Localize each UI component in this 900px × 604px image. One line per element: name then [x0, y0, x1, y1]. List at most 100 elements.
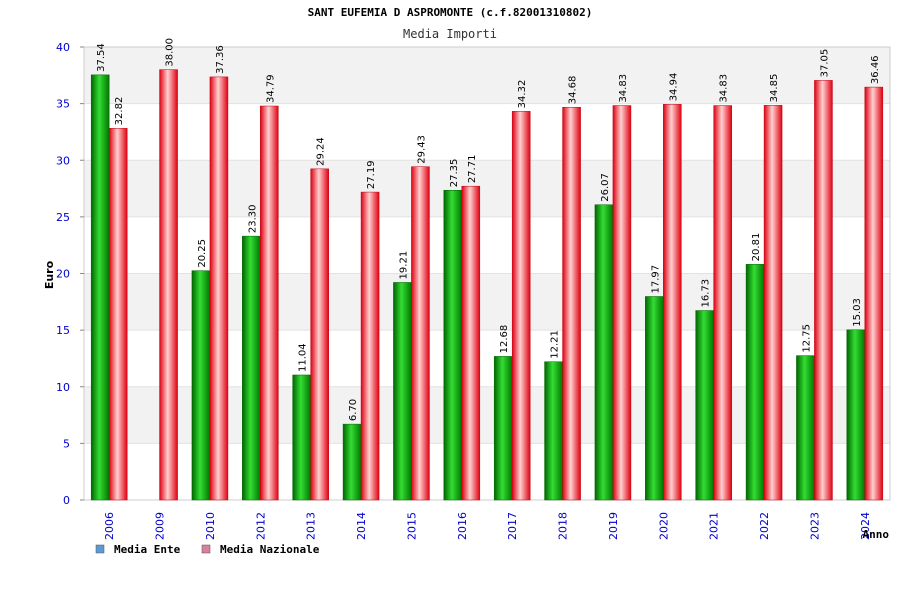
- bar-media-nazionale: [360, 191, 380, 501]
- chart-subtitle: Media Importi: [403, 27, 497, 41]
- data-label: 6.70: [348, 399, 359, 421]
- x-tick-label: 2022: [758, 512, 771, 540]
- bar-media-nazionale: [612, 105, 632, 501]
- data-label: 34.83: [719, 74, 730, 103]
- x-tick-label: 2012: [254, 512, 267, 540]
- data-label: 32.82: [114, 97, 125, 126]
- x-tick-label: 2015: [405, 512, 418, 540]
- bar-media-ente: [90, 74, 110, 501]
- bar-media-nazionale: [310, 168, 329, 501]
- x-tick-label: 2014: [355, 512, 368, 540]
- data-label: 37.05: [819, 49, 830, 78]
- data-label: 37.54: [96, 43, 107, 72]
- y-tick-label: 40: [56, 41, 70, 54]
- bar-media-ente: [745, 264, 765, 501]
- data-label: 34.79: [265, 74, 276, 103]
- data-label: 27.35: [449, 159, 460, 188]
- chart-title: SANT EUFEMIA D ASPROMONTE (c.f.820013108…: [308, 6, 593, 19]
- data-label: 12.21: [550, 330, 561, 359]
- x-tick-label: 2010: [204, 512, 217, 540]
- data-label: 38.00: [165, 38, 176, 67]
- bar-media-ente: [695, 310, 714, 501]
- bar-media-nazionale: [209, 76, 229, 501]
- legend-item-media-nazionale: Media Nazionale: [201, 543, 320, 556]
- data-label: 37.36: [215, 45, 226, 74]
- legend-swatch-media-nazionale: [201, 544, 211, 554]
- data-label: 26.07: [600, 173, 611, 202]
- x-tick-label: 2006: [103, 512, 116, 540]
- y-axis-ticks: 0 5 10 15 20 25 30 35 40: [56, 41, 84, 507]
- bars-layer: [90, 69, 884, 501]
- data-label: 27.71: [467, 155, 478, 184]
- x-tick-label: 2013: [305, 512, 318, 540]
- x-axis-label: Anno: [863, 528, 890, 541]
- data-label: 19.21: [398, 251, 409, 280]
- x-tick-label: 2021: [708, 512, 721, 540]
- y-tick-label: 25: [56, 211, 70, 224]
- x-axis-ticks: 2006 2009 2010 2012 2013 2014 2015 2016 2017 2018…: [103, 512, 872, 540]
- bar-media-nazionale: [864, 86, 884, 501]
- legend-item-media-ente: Media Ente: [95, 543, 181, 556]
- bar-media-ente: [493, 356, 513, 501]
- bar-media-nazionale: [713, 105, 732, 501]
- bar-media-ente: [242, 235, 261, 501]
- bar-media-nazionale: [763, 105, 783, 501]
- y-tick-label: 35: [56, 98, 70, 111]
- bar-media-ente: [191, 270, 211, 501]
- bar-media-nazionale: [511, 111, 531, 501]
- bar-media-ente: [443, 190, 463, 501]
- data-label: 34.32: [517, 80, 528, 109]
- bar-media-nazionale: [814, 80, 833, 501]
- bar-media-ente: [544, 361, 563, 501]
- bar-media-ente: [846, 329, 866, 501]
- data-label: 20.25: [197, 239, 208, 268]
- data-label: 34.83: [618, 74, 629, 103]
- y-tick-label: 30: [56, 154, 70, 167]
- legend-swatch-media-ente: [95, 544, 105, 554]
- y-tick-label: 5: [63, 437, 70, 450]
- y-tick-label: 0: [63, 494, 70, 507]
- data-label: 17.97: [650, 265, 661, 294]
- x-tick-label: 2017: [506, 512, 519, 540]
- bar-media-ente: [292, 374, 311, 501]
- data-label: 27.19: [366, 160, 377, 189]
- bar-media-nazionale: [461, 185, 481, 501]
- bar-media-ente: [393, 282, 412, 501]
- data-label: 12.75: [801, 324, 812, 353]
- legend-label-media-nazionale: Media Nazionale: [220, 543, 320, 556]
- data-label: 15.03: [852, 298, 863, 327]
- bar-media-nazionale: [663, 104, 682, 501]
- data-label: 29.43: [416, 135, 427, 164]
- bar-media-nazionale: [562, 106, 581, 501]
- data-label: 20.81: [751, 233, 762, 262]
- bar-media-nazionale: [411, 166, 430, 501]
- data-label: 34.94: [668, 73, 679, 102]
- data-label: 11.04: [298, 343, 309, 372]
- y-axis-label: Euro: [43, 260, 56, 289]
- x-tick-label: 2019: [607, 512, 620, 540]
- data-label: 34.68: [568, 76, 579, 105]
- bar-media-nazionale: [108, 128, 128, 501]
- bar-media-nazionale: [159, 69, 178, 501]
- x-tick-label: 2016: [456, 512, 469, 540]
- data-label: 12.68: [499, 325, 510, 354]
- x-tick-label: 2018: [557, 512, 570, 540]
- bar-media-nazionale: [260, 105, 279, 501]
- x-tick-label: 2024: [859, 512, 872, 540]
- data-label: 23.30: [247, 204, 258, 233]
- data-label: 36.46: [870, 55, 881, 84]
- x-tick-label: 2023: [808, 512, 821, 540]
- data-label: 16.73: [701, 279, 712, 308]
- bar-media-ente: [342, 423, 362, 501]
- y-tick-label: 20: [56, 268, 70, 281]
- data-label: 34.85: [769, 74, 780, 103]
- data-label: 29.24: [316, 137, 327, 166]
- legend: Media Ente Media Nazionale: [95, 543, 320, 556]
- x-tick-label: 2020: [657, 512, 670, 540]
- value-labels-layer: 37.54 32.82 38.00 20.25 37.36 23.30 34.79 11.04…: [96, 38, 881, 421]
- bar-media-ente: [645, 296, 664, 501]
- y-tick-label: 10: [56, 381, 70, 394]
- bar-media-ente: [796, 355, 815, 501]
